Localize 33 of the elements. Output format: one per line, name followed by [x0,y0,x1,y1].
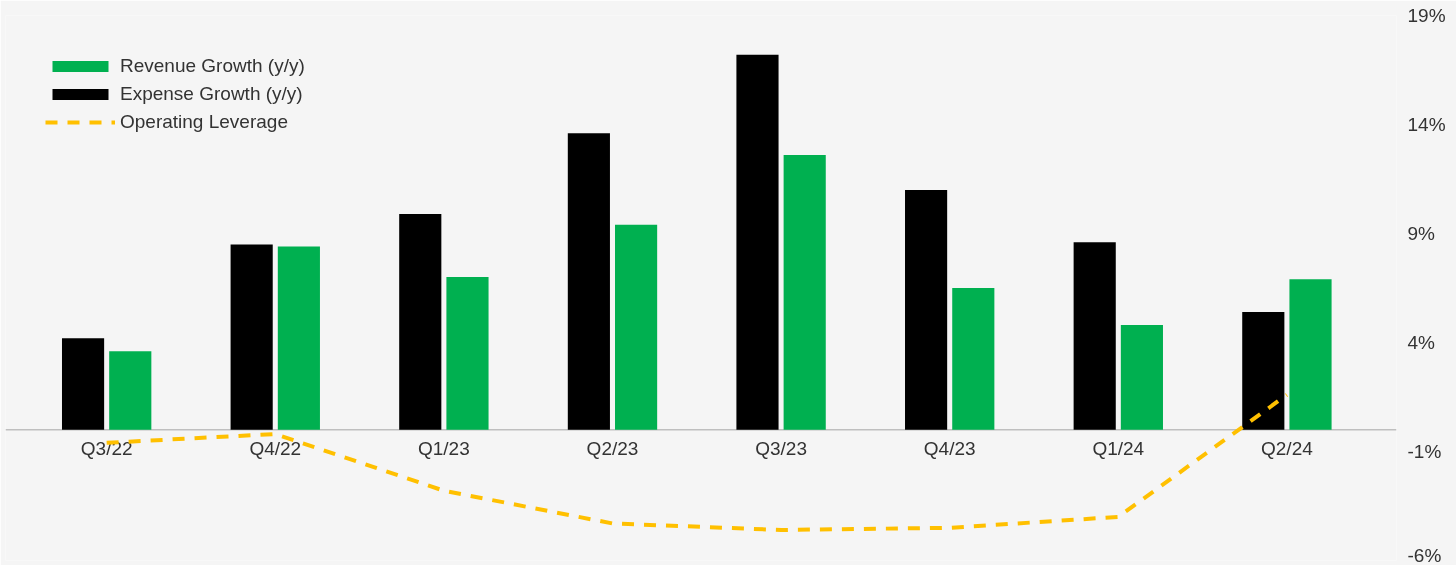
bar [615,224,658,430]
bar [952,288,995,430]
bar [905,189,948,430]
y-tick-label: 4% [1407,332,1436,353]
legend-label: Expense Growth (y/y) [120,83,303,105]
x-tick-label: Q3/22 [80,437,133,459]
bar [1073,242,1116,430]
legend-label: Revenue Growth (y/y) [120,55,305,77]
y-tick-label: -1% [1407,441,1442,462]
bar [230,244,273,430]
bar [277,246,320,430]
y-tick-label: 9% [1407,223,1436,244]
x-tick-label: Q1/23 [418,437,470,459]
bar [399,213,442,430]
bar [1242,311,1285,430]
x-tick-label: Q1/24 [1092,437,1145,459]
y-tick-label: 19% [1407,5,1446,26]
bar [567,133,610,430]
bar [61,338,105,430]
x-tick-label: Q2/24 [1261,437,1314,459]
y-tick-label: -6% [1407,544,1442,565]
y-tick-label: 14% [1407,114,1446,135]
bar [736,54,779,430]
bar [1120,325,1163,430]
x-tick-label: Q4/22 [249,437,302,459]
x-tick-label: Q2/23 [586,437,639,459]
bar [446,277,489,430]
x-tick-label: Q3/23 [755,437,807,459]
legend-label: Operating Leverage [120,111,288,133]
x-tick-label: Q4/23 [923,437,976,459]
bar [109,351,152,430]
bar [783,155,826,430]
bar [1289,279,1332,430]
